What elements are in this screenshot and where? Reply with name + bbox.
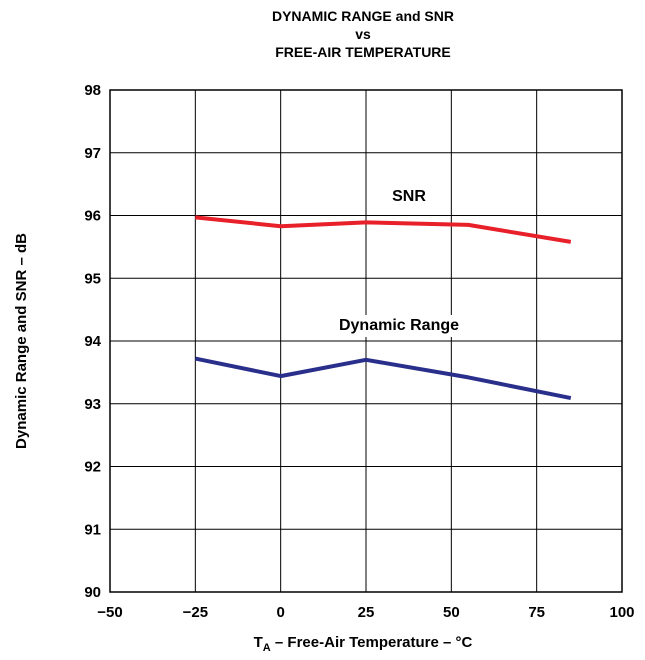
x-tick-label: −25 — [183, 604, 208, 621]
series-labels: SNR Dynamic Range — [304, 186, 494, 337]
y-tick-label: 93 — [84, 396, 101, 413]
series-label-background — [379, 186, 439, 208]
x-tick-label: −50 — [97, 604, 122, 621]
y-tick-label: 96 — [84, 208, 101, 225]
x-axis-label-subscript: A — [263, 642, 271, 654]
x-tick-label: 75 — [528, 604, 545, 621]
series-label-background — [304, 315, 494, 337]
chart-title-line-2: vs — [355, 26, 371, 42]
y-tick-label: 92 — [84, 459, 101, 476]
plot-frame — [109, 89, 623, 593]
y-tick-label: 91 — [84, 521, 101, 538]
chart-title-line-1: DYNAMIC RANGE and SNR — [272, 8, 454, 24]
series-label: SNR — [392, 188, 426, 205]
x-axis-label-main: T — [254, 634, 263, 651]
chart-title: DYNAMIC RANGE and SNR vs FREE-AIR TEMPER… — [272, 8, 454, 60]
x-tick-label: 25 — [358, 604, 375, 621]
y-tick-label: 90 — [84, 584, 101, 601]
y-tick-labels: 90 91 92 93 94 95 96 97 98 — [84, 82, 101, 601]
x-tick-label: 100 — [609, 604, 634, 621]
series-line-dynamic-range — [194, 356, 572, 401]
grid — [110, 90, 622, 592]
x-axis-label-rest: – Free-Air Temperature – °C — [271, 634, 473, 651]
y-axis-label: Dynamic Range and SNR – dB — [13, 233, 30, 449]
y-tick-label: 95 — [84, 270, 101, 287]
series-lines — [194, 215, 572, 401]
series-line-snr — [195, 215, 572, 244]
x-tick-label: 0 — [276, 604, 284, 621]
series-label: Dynamic Range — [339, 317, 459, 334]
y-tick-label: 94 — [84, 333, 101, 350]
x-axis-label: TA – Free-Air Temperature – °C — [254, 634, 473, 654]
y-tick-label: 98 — [84, 82, 101, 99]
y-tick-label: 97 — [84, 145, 101, 162]
x-tick-label: 50 — [443, 604, 460, 621]
x-tick-labels: −50 −25 0 25 50 75 100 — [97, 604, 634, 621]
chart-title-line-3: FREE-AIR TEMPERATURE — [275, 44, 451, 60]
